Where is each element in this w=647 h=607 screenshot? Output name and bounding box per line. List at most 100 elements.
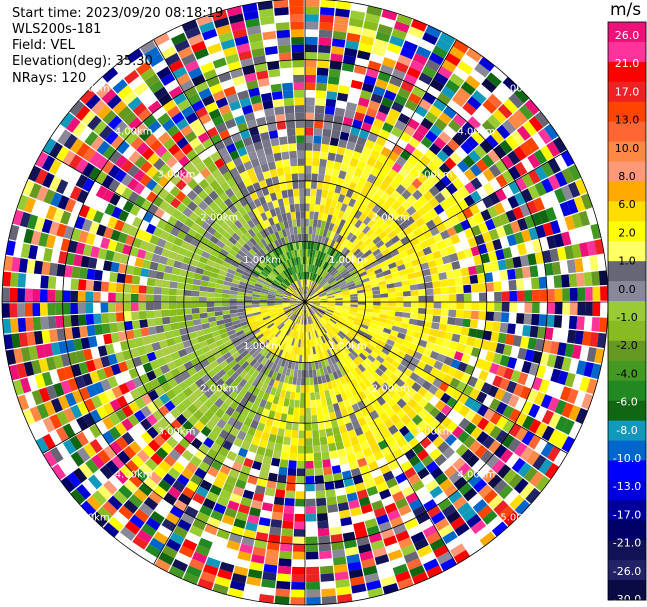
range-gate <box>314 265 319 274</box>
range-gate <box>362 447 373 458</box>
range-gate <box>331 284 340 290</box>
range-gate <box>321 375 327 384</box>
range-gate <box>189 137 202 149</box>
range-gate <box>121 187 134 200</box>
range-gate <box>593 239 605 255</box>
range-gate <box>249 507 261 517</box>
range-gate <box>257 275 266 282</box>
range-gate <box>123 392 135 405</box>
range-gate <box>250 554 265 564</box>
range-gate <box>43 343 54 358</box>
range-gate <box>456 160 470 173</box>
range-gate <box>295 257 299 265</box>
range-gate <box>190 372 201 383</box>
range-gate <box>294 346 298 355</box>
range-gate <box>403 241 413 250</box>
range-gate <box>561 274 570 288</box>
range-gate <box>206 491 219 503</box>
range-gate <box>316 287 324 294</box>
range-gate <box>305 59 317 68</box>
range-gate <box>514 358 525 372</box>
range-gate <box>453 369 465 381</box>
range-gate <box>342 302 351 305</box>
range-gate <box>522 324 532 337</box>
range-gate <box>184 376 195 387</box>
colorbar-segment <box>608 320 646 342</box>
range-gate <box>412 571 429 585</box>
range-gate <box>256 422 266 432</box>
range-gate <box>153 485 167 499</box>
range-gate <box>182 420 194 432</box>
range-gate <box>460 267 470 277</box>
range-gate <box>306 256 310 265</box>
ring-label: 1.00km <box>243 255 281 266</box>
range-gate <box>453 222 464 234</box>
range-gate <box>180 240 191 250</box>
range-gate <box>531 313 540 326</box>
range-gate <box>246 576 262 587</box>
range-gate <box>514 161 528 177</box>
range-gate <box>326 309 334 313</box>
range-gate <box>307 308 312 317</box>
range-gate <box>267 61 280 71</box>
range-gate <box>108 412 121 426</box>
range-gate <box>162 99 177 113</box>
range-gate <box>272 317 280 323</box>
range-gate <box>358 352 367 361</box>
range-gate <box>169 185 181 198</box>
range-gate <box>326 435 335 445</box>
range-gate <box>322 366 329 376</box>
range-gate <box>177 493 192 506</box>
range-gate <box>80 255 90 268</box>
range-gate <box>319 251 324 260</box>
range-gate <box>56 367 68 382</box>
range-gate <box>219 347 229 356</box>
range-gate <box>375 111 388 122</box>
range-gate <box>348 285 357 291</box>
range-gate <box>337 448 347 458</box>
range-gate <box>402 340 412 348</box>
range-gate <box>305 74 316 83</box>
range-gate <box>123 293 131 302</box>
range-gate <box>524 99 540 116</box>
range-gate <box>345 389 354 399</box>
range-gate <box>211 330 221 338</box>
range-gate <box>223 86 237 97</box>
range-gate <box>449 341 459 351</box>
range-gate <box>233 518 247 529</box>
range-gate <box>270 362 278 372</box>
range-gate <box>263 281 272 287</box>
range-gate <box>366 403 376 414</box>
range-gate <box>583 316 593 331</box>
range-gate <box>487 114 502 129</box>
range-gate <box>382 269 392 276</box>
range-gate <box>315 285 322 292</box>
range-gate <box>216 369 227 379</box>
range-gate <box>539 352 550 366</box>
range-gate <box>521 360 532 374</box>
range-gate <box>239 281 248 287</box>
range-gate <box>374 329 383 336</box>
range-gate <box>281 342 287 351</box>
range-gate <box>288 258 294 267</box>
range-gate <box>274 364 281 373</box>
range-gate <box>316 310 324 317</box>
range-gate <box>350 350 359 359</box>
range-gate <box>287 189 294 198</box>
range-gate <box>324 312 332 318</box>
range-gate <box>295 323 300 332</box>
range-gate <box>429 124 443 137</box>
range-gate <box>549 341 560 355</box>
range-gate <box>461 54 478 69</box>
range-gate <box>73 254 83 267</box>
range-gate <box>407 118 420 131</box>
range-gate <box>350 256 358 264</box>
range-gate <box>293 528 305 537</box>
range-gate <box>427 335 437 344</box>
range-gate <box>246 251 255 260</box>
range-gate <box>177 99 191 112</box>
range-gate <box>234 139 245 150</box>
range-gate <box>217 253 227 261</box>
range-gate <box>333 433 343 443</box>
range-gate <box>248 394 257 404</box>
